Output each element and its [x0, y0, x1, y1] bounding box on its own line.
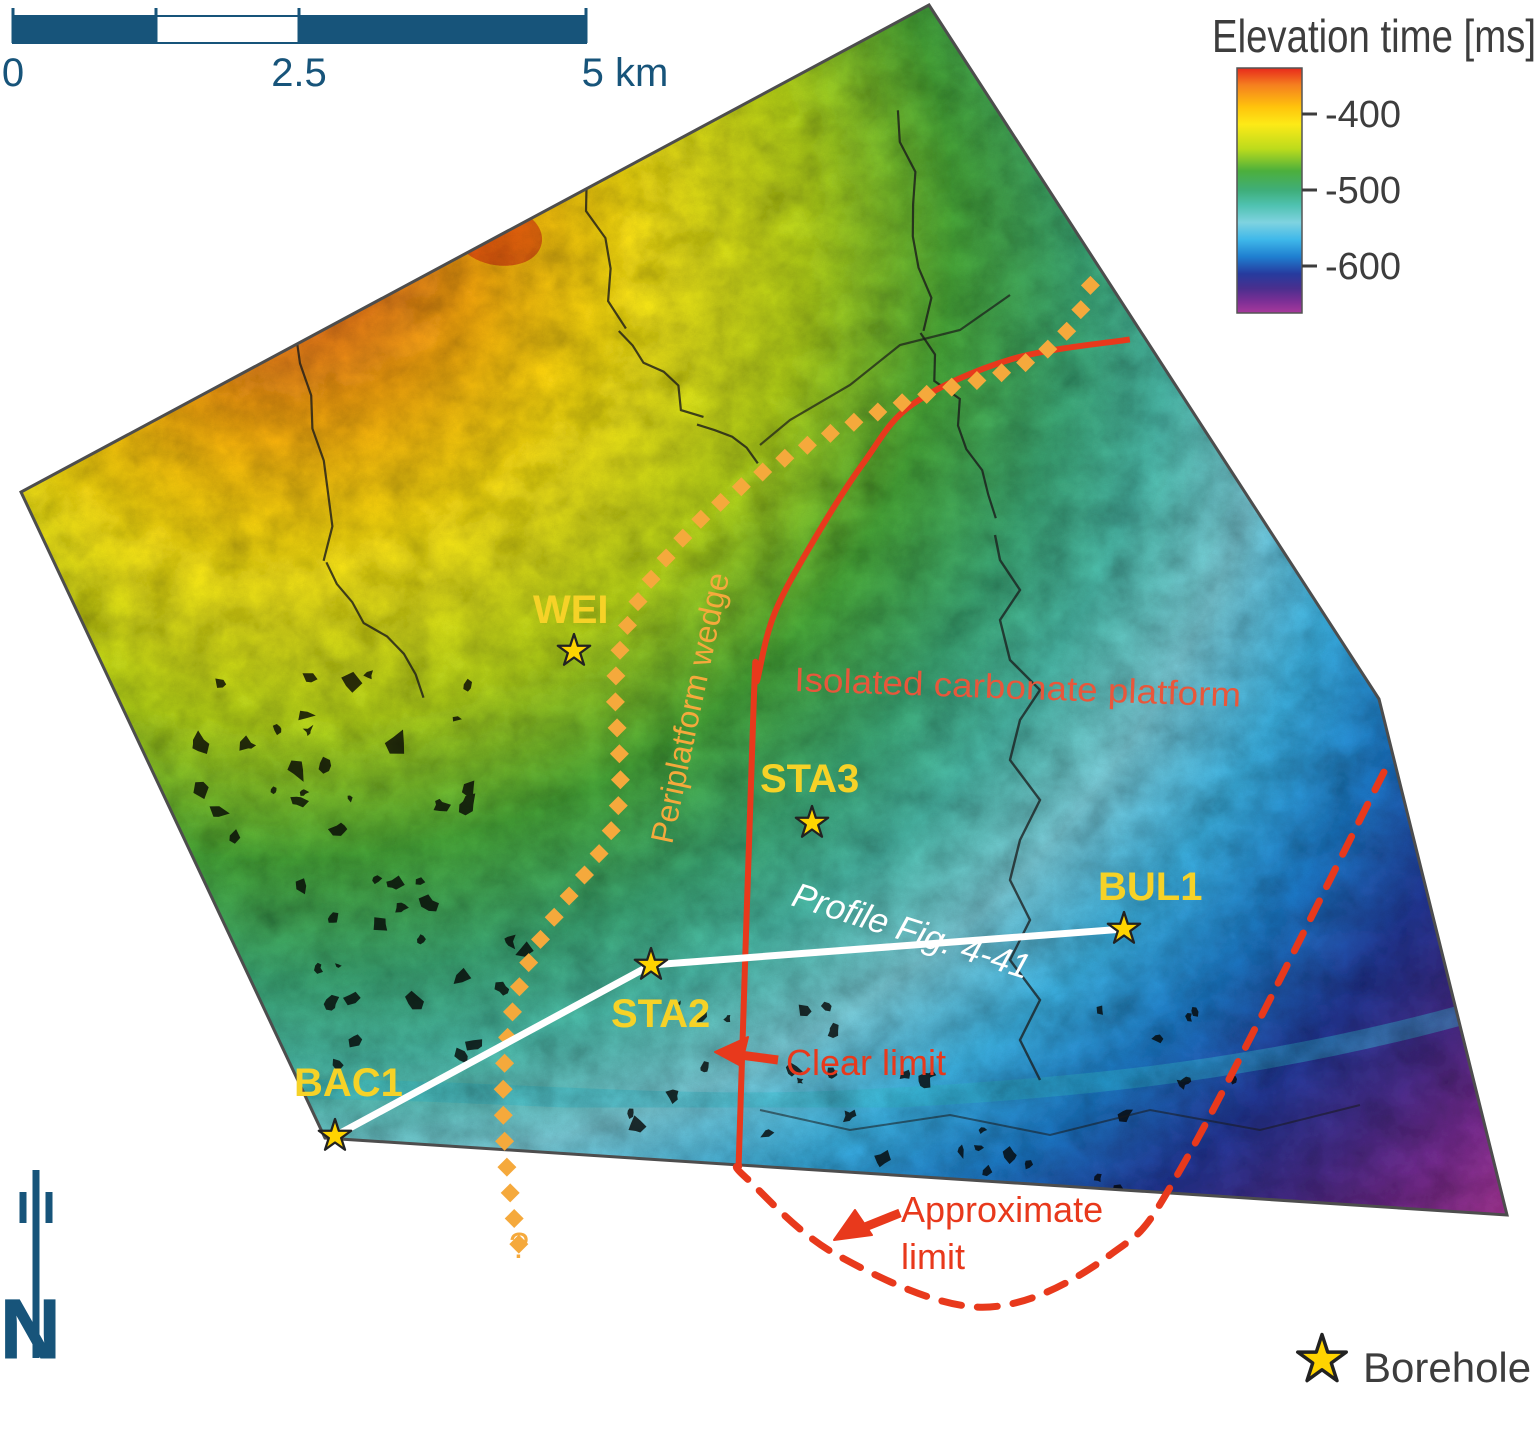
- svg-text:-600: -600: [1325, 246, 1401, 288]
- svg-text:WEI: WEI: [533, 588, 609, 632]
- svg-text:Borehole: Borehole: [1363, 1344, 1531, 1391]
- svg-text:Elevation time [ms]: Elevation time [ms]: [1212, 10, 1536, 62]
- svg-text:?: ?: [509, 1225, 529, 1266]
- svg-text:2.5: 2.5: [271, 51, 327, 95]
- svg-text:STA2: STA2: [611, 992, 710, 1036]
- svg-text:Clear limit: Clear limit: [786, 1042, 946, 1083]
- svg-text:-400: -400: [1325, 94, 1401, 136]
- svg-text:BAC1: BAC1: [294, 1061, 403, 1105]
- svg-text:Approximate: Approximate: [901, 1189, 1103, 1230]
- svg-text:5 km: 5 km: [582, 51, 669, 95]
- svg-text:-500: -500: [1325, 170, 1401, 212]
- svg-text:N: N: [0, 1282, 61, 1376]
- svg-text:limit: limit: [901, 1236, 965, 1277]
- svg-text:STA3: STA3: [760, 757, 859, 801]
- svg-text:BUL1: BUL1: [1098, 865, 1202, 909]
- svg-text:0: 0: [2, 51, 24, 95]
